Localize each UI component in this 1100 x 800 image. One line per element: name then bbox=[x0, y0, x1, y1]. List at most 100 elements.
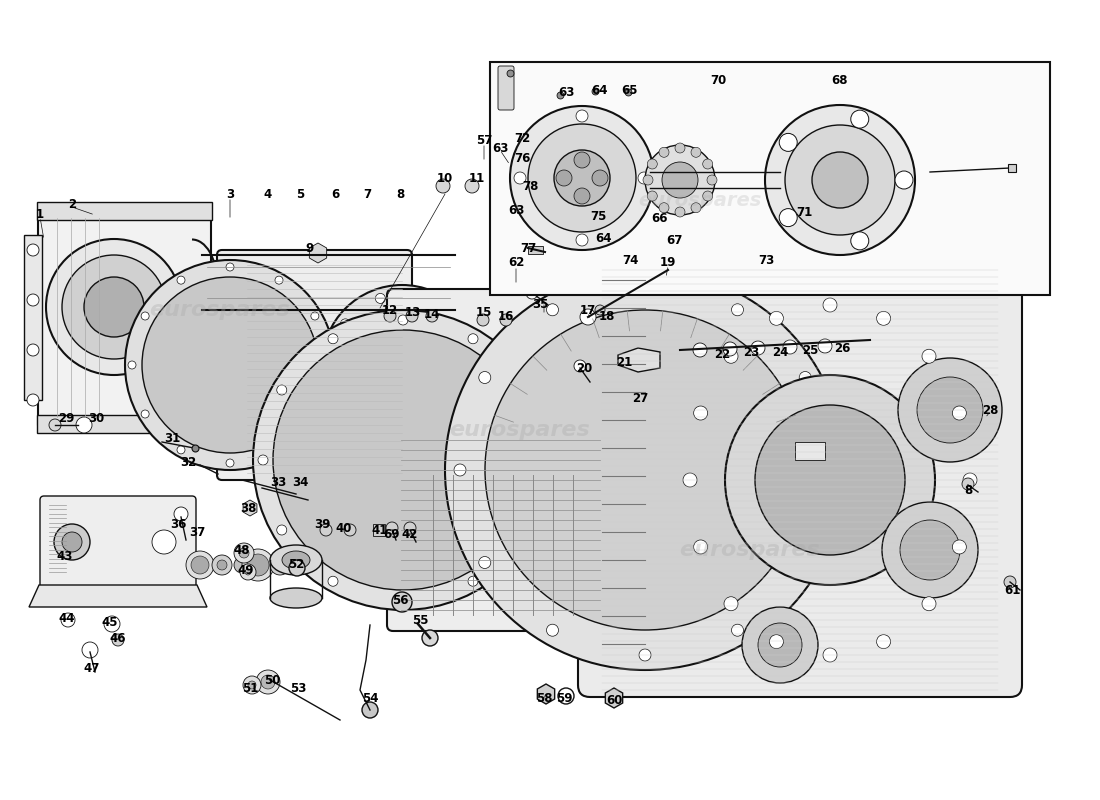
Circle shape bbox=[783, 340, 798, 354]
Circle shape bbox=[850, 110, 869, 128]
Text: 14: 14 bbox=[424, 309, 440, 322]
Bar bbox=[490, 62, 1050, 295]
Circle shape bbox=[406, 310, 418, 322]
Circle shape bbox=[217, 560, 227, 570]
Circle shape bbox=[234, 543, 254, 563]
Circle shape bbox=[453, 401, 463, 411]
Text: 64: 64 bbox=[592, 85, 608, 98]
Text: 17: 17 bbox=[580, 303, 596, 317]
Text: 77: 77 bbox=[520, 242, 536, 254]
FancyBboxPatch shape bbox=[578, 243, 1022, 697]
Circle shape bbox=[592, 170, 608, 186]
Circle shape bbox=[275, 446, 283, 454]
Circle shape bbox=[953, 540, 966, 554]
Circle shape bbox=[574, 360, 586, 372]
Text: 12: 12 bbox=[382, 303, 398, 317]
Polygon shape bbox=[29, 585, 207, 607]
Circle shape bbox=[258, 455, 268, 465]
Text: 6: 6 bbox=[331, 189, 339, 202]
Text: 1: 1 bbox=[36, 209, 44, 222]
Circle shape bbox=[769, 634, 783, 649]
Text: 38: 38 bbox=[240, 502, 256, 514]
Text: 39: 39 bbox=[314, 518, 330, 531]
Circle shape bbox=[647, 191, 658, 201]
Circle shape bbox=[104, 616, 120, 632]
Text: 9: 9 bbox=[306, 242, 315, 254]
Circle shape bbox=[675, 207, 685, 217]
Circle shape bbox=[547, 304, 559, 316]
Circle shape bbox=[468, 360, 477, 370]
Circle shape bbox=[639, 279, 651, 291]
Circle shape bbox=[392, 592, 412, 612]
Circle shape bbox=[328, 576, 338, 586]
Circle shape bbox=[574, 152, 590, 168]
Circle shape bbox=[800, 557, 811, 569]
Text: 63: 63 bbox=[508, 203, 525, 217]
Circle shape bbox=[514, 172, 526, 184]
Circle shape bbox=[54, 524, 90, 560]
Circle shape bbox=[596, 318, 611, 332]
Circle shape bbox=[234, 557, 250, 573]
Polygon shape bbox=[24, 235, 42, 400]
Circle shape bbox=[261, 675, 275, 689]
Circle shape bbox=[732, 304, 744, 316]
Circle shape bbox=[226, 263, 234, 271]
Circle shape bbox=[644, 175, 653, 185]
Text: 23: 23 bbox=[742, 346, 759, 358]
FancyBboxPatch shape bbox=[217, 250, 412, 480]
Circle shape bbox=[28, 294, 38, 306]
Text: 48: 48 bbox=[233, 543, 251, 557]
Circle shape bbox=[243, 676, 261, 694]
Circle shape bbox=[895, 171, 913, 189]
Text: 74: 74 bbox=[621, 254, 638, 266]
Circle shape bbox=[900, 520, 960, 580]
Circle shape bbox=[340, 401, 351, 411]
Circle shape bbox=[76, 417, 92, 433]
Text: 40: 40 bbox=[336, 522, 352, 534]
Circle shape bbox=[818, 339, 832, 353]
Circle shape bbox=[191, 556, 209, 574]
Text: 51: 51 bbox=[242, 682, 258, 694]
Circle shape bbox=[270, 555, 290, 575]
Ellipse shape bbox=[282, 551, 310, 569]
Circle shape bbox=[477, 314, 490, 326]
Circle shape bbox=[320, 524, 332, 536]
FancyBboxPatch shape bbox=[498, 66, 514, 110]
Circle shape bbox=[639, 649, 651, 661]
Circle shape bbox=[50, 419, 60, 431]
Circle shape bbox=[703, 191, 713, 201]
Text: 18: 18 bbox=[598, 310, 615, 322]
Text: 72: 72 bbox=[514, 131, 530, 145]
Circle shape bbox=[694, 540, 707, 554]
Text: 25: 25 bbox=[802, 343, 818, 357]
Circle shape bbox=[142, 277, 318, 453]
Text: 56: 56 bbox=[392, 594, 408, 606]
Text: 21: 21 bbox=[616, 355, 632, 369]
Text: 49: 49 bbox=[238, 563, 254, 577]
Circle shape bbox=[375, 426, 385, 437]
Circle shape bbox=[917, 377, 983, 443]
Circle shape bbox=[468, 334, 478, 344]
Text: 46: 46 bbox=[110, 631, 126, 645]
Circle shape bbox=[141, 410, 150, 418]
Text: 69: 69 bbox=[384, 527, 400, 541]
Circle shape bbox=[707, 175, 717, 185]
Text: 2: 2 bbox=[68, 198, 76, 211]
Circle shape bbox=[659, 202, 669, 213]
Text: 44: 44 bbox=[58, 611, 75, 625]
Circle shape bbox=[62, 532, 82, 552]
Text: 63: 63 bbox=[558, 86, 574, 99]
Circle shape bbox=[419, 294, 429, 303]
Text: 11: 11 bbox=[469, 171, 485, 185]
Text: 43: 43 bbox=[57, 550, 74, 562]
Circle shape bbox=[693, 343, 707, 357]
Circle shape bbox=[596, 368, 611, 382]
Text: 71: 71 bbox=[796, 206, 812, 218]
Circle shape bbox=[576, 110, 588, 122]
Bar bbox=[795, 442, 825, 460]
Circle shape bbox=[723, 342, 737, 356]
Circle shape bbox=[547, 624, 559, 636]
Text: 63: 63 bbox=[492, 142, 508, 154]
Circle shape bbox=[528, 124, 636, 232]
Circle shape bbox=[426, 310, 438, 322]
